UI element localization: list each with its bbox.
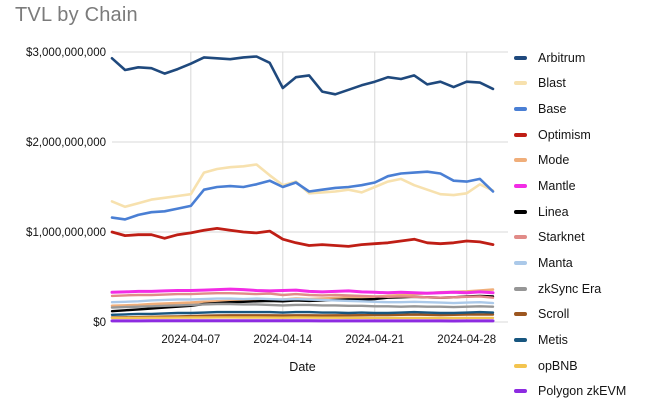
legend-label-base: Base xyxy=(538,102,567,117)
legend-label-scroll: Scroll xyxy=(538,307,570,322)
legend-label-polygon-zkevm: Polygon zkEVM xyxy=(538,384,627,399)
legend-swatch-linea xyxy=(514,209,527,214)
legend-label-optimism: Optimism xyxy=(538,127,591,142)
legend-label-mantle: Mantle xyxy=(538,179,576,194)
legend-swatch-starknet xyxy=(514,235,527,240)
legend-swatch-blast xyxy=(514,81,527,86)
legend-swatch-scroll xyxy=(514,312,527,317)
x-axis-title: Date xyxy=(289,360,316,374)
legend-swatch-opbnb xyxy=(514,363,527,368)
series-line-metis xyxy=(110,310,495,316)
legend-label-linea: Linea xyxy=(538,204,569,219)
y-axis-tick-label: $0 xyxy=(93,317,106,329)
legend-item-starknet: Starknet xyxy=(514,224,626,250)
legend-label-arbitrum: Arbitrum xyxy=(538,50,586,65)
series-line-manta xyxy=(110,297,495,305)
legend-item-base: Base xyxy=(514,96,626,122)
legend-label-opbnb: opBNB xyxy=(538,358,578,373)
legend-swatch-manta xyxy=(514,260,527,265)
legend-item-metis: Metis xyxy=(514,327,626,353)
legend-swatch-base xyxy=(514,107,527,112)
series-line-arbitrum xyxy=(110,55,495,96)
legend-item-manta: Manta xyxy=(514,250,626,276)
legend-item-zksync-era: zkSync Era xyxy=(514,276,626,302)
legend-item-linea: Linea xyxy=(514,199,626,225)
series-line-mantle xyxy=(110,287,495,295)
y-axis-tick-label: $2,000,000,000 xyxy=(26,137,106,149)
legend-label-mode: Mode xyxy=(538,153,570,168)
legend-label-manta: Manta xyxy=(538,255,573,270)
legend-label-zksync-era: zkSync Era xyxy=(538,281,602,296)
series-line-starknet xyxy=(110,292,495,299)
series-line-optimism xyxy=(110,226,495,248)
x-axis-tick-label: 2024-04-07 xyxy=(161,334,220,346)
legend-label-metis: Metis xyxy=(538,332,568,347)
series-line-base xyxy=(110,170,495,221)
series-line-zksync-era xyxy=(110,302,495,309)
legend-swatch-mantle xyxy=(514,184,527,189)
legend-item-arbitrum: Arbitrum xyxy=(514,45,626,71)
legend-swatch-polygon-zkevm xyxy=(514,389,527,394)
legend-label-starknet: Starknet xyxy=(538,230,585,245)
legend-item-mantle: Mantle xyxy=(514,173,626,199)
legend-item-scroll: Scroll xyxy=(514,301,626,327)
legend-item-mode: Mode xyxy=(514,148,626,174)
legend-swatch-arbitrum xyxy=(514,55,527,60)
y-axis-tick-label: $3,000,000,000 xyxy=(26,47,106,59)
legend-label-blast: Blast xyxy=(538,76,566,91)
legend-swatch-zksync-era xyxy=(514,286,527,291)
legend-swatch-mode xyxy=(514,158,527,163)
legend-item-polygon-zkevm: Polygon zkEVM xyxy=(514,378,626,404)
y-axis-tick-label: $1,000,000,000 xyxy=(26,227,106,239)
x-axis-tick-label: 2024-04-28 xyxy=(437,334,496,346)
x-axis-tick-label: 2024-04-21 xyxy=(345,334,404,346)
x-axis-tick-label: 2024-04-14 xyxy=(253,334,312,346)
series-line-opbnb xyxy=(110,316,495,320)
legend-item-blast: Blast xyxy=(514,71,626,97)
chart-legend: Arbitrum Blast Base Optimism Mode Mantle Linea… xyxy=(514,45,626,404)
legend-swatch-metis xyxy=(514,337,527,342)
legend-item-optimism: Optimism xyxy=(514,122,626,148)
legend-swatch-optimism xyxy=(514,132,527,137)
legend-item-opbnb: opBNB xyxy=(514,353,626,379)
chart-title: TVL by Chain xyxy=(15,4,138,26)
